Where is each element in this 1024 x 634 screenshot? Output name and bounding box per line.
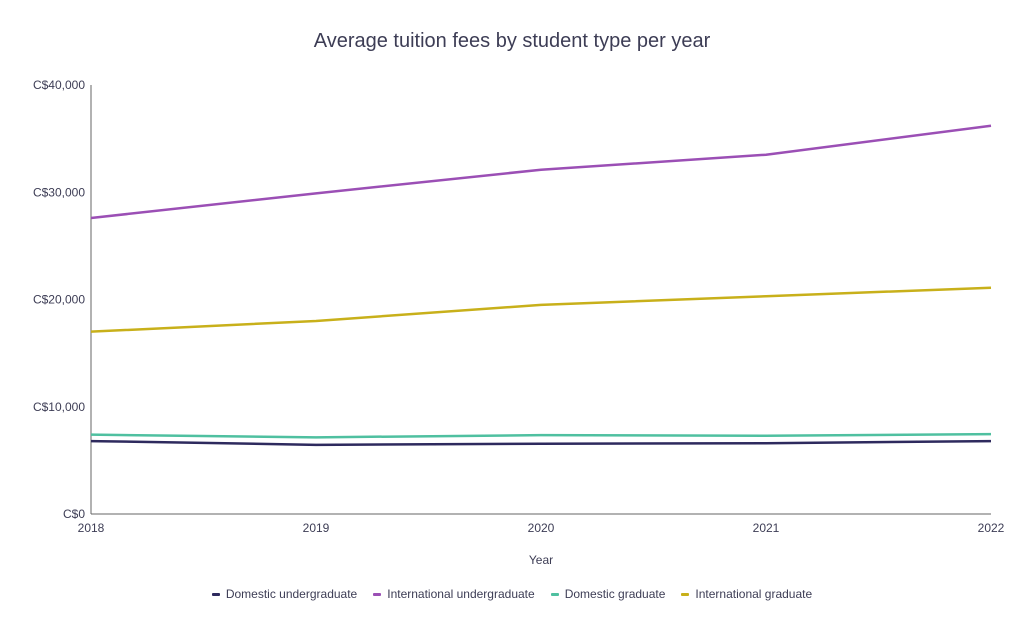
x-tick-label: 2020 xyxy=(528,521,555,535)
legend: Domestic undergraduate International unde… xyxy=(0,587,1024,601)
x-tick-label: 2018 xyxy=(78,521,105,535)
legend-label: International undergraduate xyxy=(387,587,534,601)
series-lines xyxy=(91,126,991,445)
line-chart: C$0 C$10,000 C$20,000 C$30,000 C$40,000 2018… xyxy=(0,0,1024,634)
series-line-domestic-graduate xyxy=(91,434,991,437)
series-line-domestic-undergraduate xyxy=(91,441,991,445)
y-tick-label: C$30,000 xyxy=(33,185,85,199)
x-tick-label: 2019 xyxy=(303,521,330,535)
y-tick-label: C$10,000 xyxy=(33,400,85,414)
legend-swatch xyxy=(551,593,559,596)
legend-label: Domestic graduate xyxy=(565,587,666,601)
legend-label: International graduate xyxy=(695,587,812,601)
y-axis-ticks: C$0 C$10,000 C$20,000 C$30,000 C$40,000 xyxy=(33,78,85,521)
x-tick-label: 2021 xyxy=(753,521,780,535)
x-tick-label: 2022 xyxy=(978,521,1005,535)
y-tick-label: C$0 xyxy=(63,507,85,521)
legend-item: International graduate xyxy=(681,587,812,601)
legend-item: Domestic graduate xyxy=(551,587,666,601)
series-line-international-undergraduate xyxy=(91,126,991,218)
series-line-international-graduate xyxy=(91,288,991,332)
x-axis-ticks: 2018 2019 2020 2021 2022 xyxy=(78,521,1005,535)
legend-swatch xyxy=(212,593,220,596)
legend-swatch xyxy=(681,593,689,596)
legend-item: Domestic undergraduate xyxy=(212,587,357,601)
legend-label: Domestic undergraduate xyxy=(226,587,357,601)
legend-item: International undergraduate xyxy=(373,587,534,601)
x-axis-title: Year xyxy=(529,553,553,567)
legend-swatch xyxy=(373,593,381,596)
y-tick-label: C$40,000 xyxy=(33,78,85,92)
y-tick-label: C$20,000 xyxy=(33,293,85,307)
